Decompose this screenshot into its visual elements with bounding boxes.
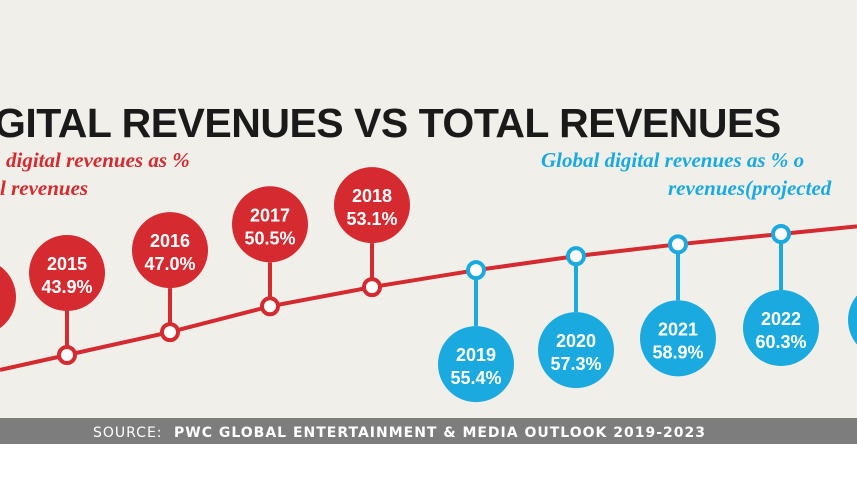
chart-title: GITAL REVENUES VS TOTAL REVENUES bbox=[0, 100, 781, 146]
year-label-2018: 2018 bbox=[352, 186, 392, 206]
trend-line bbox=[0, 224, 857, 372]
source-bar bbox=[0, 418, 857, 444]
blue-series-legend-line-2: revenues(projected bbox=[668, 176, 832, 200]
bubble-2018 bbox=[334, 167, 410, 244]
year-label-2015: 2015 bbox=[47, 254, 87, 274]
bubble-2021 bbox=[640, 300, 716, 377]
year-label-2019: 2019 bbox=[456, 345, 496, 365]
bubble-2019 bbox=[438, 326, 514, 403]
data-points: 2015 43.9% 2016 47.0% 2017 50.5% 2018 53.1% 2019… bbox=[0, 167, 857, 403]
data-point-2015: 2015 43.9% bbox=[29, 235, 105, 365]
marker-2022 bbox=[771, 224, 791, 244]
data-point-2019: 2019 55.4% bbox=[438, 260, 514, 403]
year-label-2016: 2016 bbox=[150, 231, 190, 251]
bubble-partial-right bbox=[848, 295, 857, 345]
data-point-2021: 2021 58.9% bbox=[640, 234, 716, 377]
data-point-2016: 2016 47.0% bbox=[132, 212, 208, 343]
marker-2021 bbox=[668, 234, 688, 255]
data-point-2018: 2018 53.1% bbox=[334, 167, 410, 298]
chart-background bbox=[0, 0, 857, 418]
blue-series-legend-line-1: Global digital revenues as % o bbox=[541, 148, 804, 172]
bubble-2022 bbox=[743, 290, 819, 366]
value-label-2020: 57.3% bbox=[550, 354, 601, 374]
value-label-2015: 43.9% bbox=[41, 277, 92, 297]
red-series-legend-line-2: l revenues bbox=[0, 176, 88, 200]
marker-2015 bbox=[57, 345, 77, 365]
year-label-2017: 2017 bbox=[250, 205, 290, 225]
value-label-2021: 58.9% bbox=[652, 342, 703, 362]
marker-2016 bbox=[160, 322, 180, 343]
bubble-2017 bbox=[232, 186, 308, 263]
source-detail: PWC GLOBAL ENTERTAINMENT & MEDIA OUTLOOK… bbox=[174, 425, 706, 441]
bubble-2020 bbox=[538, 312, 614, 389]
bubble-2016 bbox=[132, 212, 208, 289]
value-label-2017: 50.5% bbox=[244, 228, 295, 248]
bubble-2015 bbox=[29, 235, 105, 311]
data-point-2017: 2017 50.5% bbox=[232, 186, 308, 317]
bubble-partial-left bbox=[0, 266, 16, 329]
red-series-legend-line-1: digital revenues as % bbox=[6, 148, 190, 172]
source-label: SOURCE: PWC GLOBAL ENTERTAINMENT & MEDIA… bbox=[93, 425, 706, 441]
year-label-2021: 2021 bbox=[658, 319, 698, 339]
data-point-2020: 2020 57.3% bbox=[538, 246, 614, 389]
marker-2020 bbox=[566, 246, 586, 267]
source-prefix: SOURCE: bbox=[93, 425, 163, 441]
value-label-2022: 60.3% bbox=[755, 332, 806, 352]
value-label-2016: 47.0% bbox=[144, 254, 195, 274]
year-label-2022: 2022 bbox=[761, 309, 801, 329]
value-label-2018: 53.1% bbox=[346, 209, 397, 229]
value-label-2019: 55.4% bbox=[450, 368, 501, 388]
year-label-2020: 2020 bbox=[556, 331, 596, 351]
marker-2019 bbox=[466, 260, 486, 281]
marker-2017 bbox=[260, 296, 280, 317]
marker-2018 bbox=[362, 277, 382, 298]
data-point-2022: 2022 60.3% bbox=[743, 224, 819, 366]
